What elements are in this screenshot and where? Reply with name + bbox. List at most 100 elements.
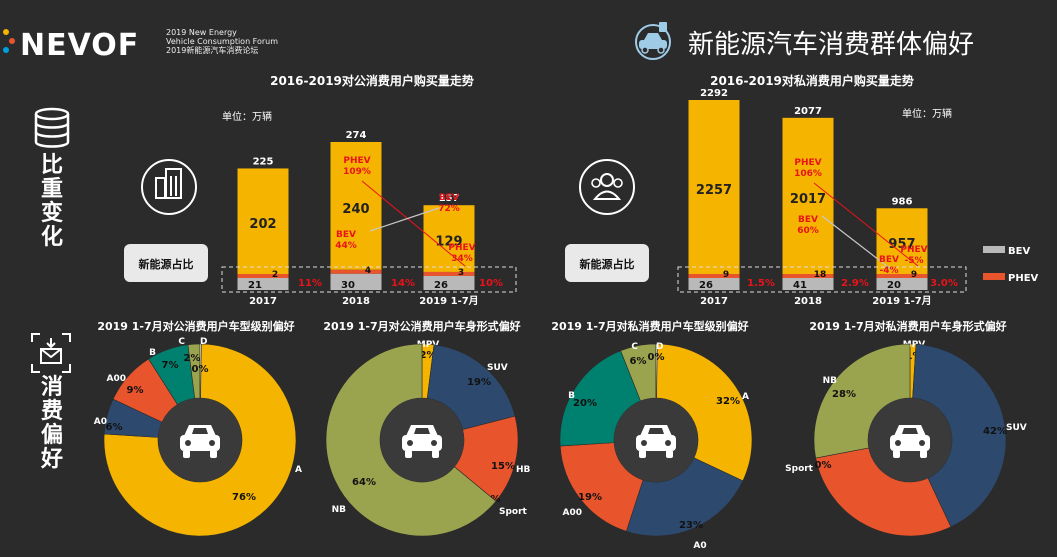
phev-bar-0 bbox=[237, 274, 289, 278]
share-dash-box bbox=[221, 266, 517, 293]
slice-label-sport: Sport bbox=[499, 507, 528, 517]
phev-share-label-1: 2.9% bbox=[841, 278, 869, 289]
phev-share-label-0: 11% bbox=[298, 278, 322, 289]
logo-word: NEVOF bbox=[20, 28, 140, 63]
phev-growth-arrow bbox=[813, 182, 919, 267]
ev-value-label-2: 129 bbox=[435, 235, 462, 250]
category-label-1: 2018 bbox=[794, 296, 822, 307]
annotation-pct-3: 34% bbox=[451, 254, 473, 264]
share-pill bbox=[124, 244, 208, 282]
legend-label-0: BEV bbox=[1008, 246, 1030, 257]
bev-bar-0 bbox=[237, 278, 289, 290]
bev-value-label-2: 20 bbox=[887, 280, 901, 291]
chart-title: 2016-2019对公消费用户购买量走势 bbox=[270, 73, 474, 88]
slice-pct-a0: 6% bbox=[106, 422, 123, 433]
logo-subtitle-2: Vehicle Consumption Forum bbox=[166, 37, 279, 46]
total-value-label-0: 225 bbox=[253, 156, 274, 167]
phev-share-label-1: 14% bbox=[391, 278, 415, 289]
bev-growth-arrow bbox=[821, 215, 893, 271]
annotation-type-3: PHEV bbox=[448, 243, 475, 253]
annotation-type-3: PHEV bbox=[900, 245, 927, 255]
section-consumer-preference: 消费偏好 bbox=[40, 375, 63, 472]
slice-label-a0: A0 bbox=[693, 541, 706, 551]
share-pill-label: 新能源占比 bbox=[139, 257, 194, 271]
logo-subtitle-1: 2019 New Energy bbox=[166, 28, 237, 37]
database-icon bbox=[34, 107, 70, 148]
annotation-type-2: BEV bbox=[439, 193, 459, 203]
slice-pct-a0: 23% bbox=[679, 520, 703, 531]
car-icon bbox=[636, 425, 676, 458]
slice-label-a: A bbox=[742, 392, 749, 402]
total-bar-0 bbox=[688, 100, 740, 274]
ev-value-label-0: 202 bbox=[249, 217, 276, 232]
bev-value-label-2: 26 bbox=[434, 280, 448, 291]
total-bar-1 bbox=[782, 117, 834, 274]
chart-title: 2016-2019对私消费用户购买量走势 bbox=[710, 73, 914, 88]
total-bar-2 bbox=[876, 208, 928, 274]
legend-label-1: PHEV bbox=[1008, 273, 1039, 284]
bev-bar-0 bbox=[688, 278, 740, 290]
phev-bar-2 bbox=[876, 274, 928, 278]
total-bar-0 bbox=[237, 168, 289, 274]
annotation-pct-2: 72% bbox=[438, 204, 460, 214]
slice-pct-suv: 19% bbox=[467, 377, 491, 388]
annotation-pct-2: -4% bbox=[879, 266, 898, 276]
annotation-pct-0: 109% bbox=[343, 167, 371, 177]
slice-pct-c: 6% bbox=[630, 356, 647, 367]
slice-label-hb: HB bbox=[516, 465, 531, 475]
phev-share-label-2: 10% bbox=[479, 278, 503, 289]
annotation-pct-0: 106% bbox=[794, 169, 822, 179]
slice-label-a00: A00 bbox=[107, 374, 127, 384]
annotation-type-0: PHEV bbox=[343, 156, 370, 166]
phev-value-label-1: 4 bbox=[365, 266, 371, 276]
ev-value-label-1: 2017 bbox=[790, 192, 826, 207]
slice-pct-nb: 64% bbox=[352, 477, 376, 488]
slice-pct-d: 0% bbox=[192, 364, 209, 375]
phev-growth-arrow bbox=[361, 180, 466, 267]
bev-value-label-1: 41 bbox=[793, 280, 807, 291]
slice-pct-sport: 0% bbox=[815, 460, 832, 471]
share-dash-box bbox=[677, 266, 967, 293]
category-label-0: 2017 bbox=[700, 296, 728, 307]
category-label-2: 2019 1-7月 bbox=[419, 295, 478, 307]
bev-bar-1 bbox=[330, 273, 382, 290]
logo-dots-icon bbox=[3, 29, 15, 53]
slice-pct-mpv: 1% bbox=[906, 351, 923, 362]
slice-pct-suv: 42% bbox=[983, 426, 1007, 437]
slice-pct-b: 7% bbox=[162, 360, 179, 371]
phev-bar-0 bbox=[688, 274, 740, 278]
page-title: 新能源汽车消费群体偏好 bbox=[688, 30, 975, 60]
slice-pct-a: 76% bbox=[232, 492, 256, 503]
slice-label-b: B bbox=[568, 391, 575, 401]
ev-car-icon bbox=[635, 22, 671, 60]
slice-pct-a00: 9% bbox=[127, 385, 144, 396]
car-icon bbox=[180, 425, 220, 458]
total-value-label-1: 274 bbox=[346, 130, 367, 141]
legend-swatch-0 bbox=[983, 246, 1005, 253]
total-value-label-0: 2292 bbox=[700, 88, 728, 99]
preference-box-icon bbox=[31, 333, 71, 373]
phev-share-label-0: 1.5% bbox=[747, 278, 775, 289]
total-value-label-2: 157 bbox=[439, 193, 460, 204]
chart-title: 2019 1-7月对私消费用户车身形式偏好 bbox=[809, 319, 1006, 333]
bev-growth-arrow bbox=[369, 207, 440, 232]
slice-pct-hb: 15% bbox=[491, 461, 515, 472]
slice-label-c: C bbox=[631, 342, 638, 352]
slice-label-a: A bbox=[295, 465, 302, 475]
donut-chart-private-level: 2019 1-7月对私消费用户车型级别偏好 A32% A0 23% A00 19% B20%… bbox=[551, 319, 753, 551]
legend-swatch-1 bbox=[983, 273, 1005, 280]
annotation-type-0: PHEV bbox=[794, 158, 821, 168]
slice-pct-c: 2% bbox=[184, 353, 201, 364]
share-pill bbox=[565, 244, 649, 282]
phev-value-label-1: 18 bbox=[814, 270, 827, 280]
phev-value-label-2: 9 bbox=[911, 270, 917, 280]
chart-title: 2019 1-7月对私消费用户车型级别偏好 bbox=[551, 319, 748, 333]
phev-value-label-0: 2 bbox=[272, 270, 278, 280]
category-label-1: 2018 bbox=[342, 296, 370, 307]
bev-value-label-1: 30 bbox=[341, 280, 355, 291]
